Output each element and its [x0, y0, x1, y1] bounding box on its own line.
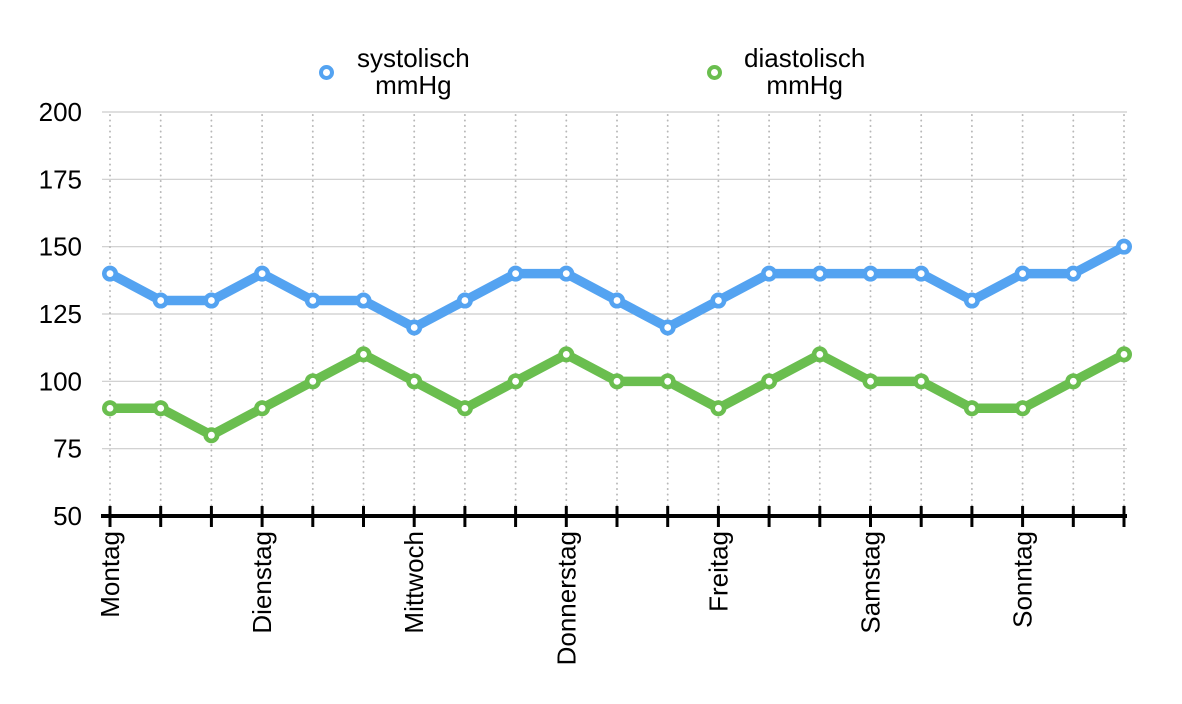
data-point-marker-hole: [765, 377, 773, 385]
x-tick-label: Freitag: [703, 531, 733, 612]
data-point-marker-hole: [664, 377, 672, 385]
legend-label-line1: diastolisch: [744, 43, 866, 73]
data-point-marker-hole: [1069, 270, 1077, 277]
data-point-marker-hole: [715, 297, 722, 304]
data-point-marker-hole: [968, 404, 976, 412]
data-point-marker-hole: [867, 270, 874, 277]
x-tick-label: Montag: [95, 531, 125, 618]
data-point-marker-hole: [106, 270, 114, 277]
data-point-marker-hole: [258, 270, 266, 277]
data-point-marker-hole: [917, 270, 925, 277]
x-tick-label: Mittwoch: [399, 531, 429, 634]
data-point-marker-hole: [360, 351, 367, 358]
data-point-marker-hole: [613, 297, 621, 304]
data-point-marker-hole: [461, 404, 469, 412]
y-tick-label: 50: [53, 501, 82, 531]
data-point-marker-hole: [562, 351, 570, 358]
y-tick-label: 100: [39, 366, 82, 396]
legend-label-line2: mmHg: [766, 70, 843, 100]
data-point-marker-hole: [512, 377, 519, 385]
data-point-marker-hole: [917, 377, 925, 385]
data-point-marker-hole: [613, 377, 621, 385]
x-tick-label: Dienstag: [247, 531, 277, 634]
data-point-marker-hole: [715, 404, 722, 412]
data-point-marker-hole: [208, 297, 215, 304]
x-tick-label: Sonntag: [1008, 531, 1038, 628]
data-point-marker-hole: [309, 377, 317, 385]
x-axis-labels: Montag Dienstag Mittwoch Donnerstag Freitag S…: [95, 531, 1038, 665]
y-tick-label: 75: [53, 434, 82, 464]
data-point-marker-hole: [816, 351, 824, 358]
data-point-marker-hole: [562, 270, 570, 277]
data-point-marker-hole: [258, 404, 266, 412]
vertical-gridlines: [109, 114, 1125, 512]
data-point-marker-hole: [157, 297, 165, 304]
systolisch-marker-icon: [319, 64, 334, 80]
x-axis: [101, 506, 1127, 527]
data-point-marker-hole: [461, 297, 469, 304]
legend-item-systolisch[interactable]: systolisch mmHg: [319, 45, 470, 99]
data-point-marker-hole: [309, 297, 317, 304]
data-point-marker-hole: [208, 431, 215, 439]
y-tick-label: 175: [39, 164, 82, 194]
data-point-marker-hole: [765, 270, 773, 277]
x-tick-label: Donnerstag: [551, 531, 581, 665]
y-tick-label: 125: [39, 299, 82, 329]
x-tick-label: Samstag: [856, 531, 886, 634]
data-point-marker-hole: [816, 270, 824, 277]
y-tick-label: 200: [39, 97, 82, 127]
legend-label-systolisch: systolisch mmHg: [357, 45, 470, 99]
data-point-marker-hole: [410, 377, 418, 385]
data-point-marker-hole: [157, 404, 165, 412]
horizontal-gridlines: [102, 111, 1127, 450]
data-point-marker-hole: [512, 270, 519, 277]
data-point-marker-hole: [360, 297, 367, 304]
data-point-marker-hole: [1120, 243, 1128, 251]
legend-item-diastolisch[interactable]: diastolisch mmHg: [707, 45, 865, 99]
data-point-marker-hole: [1019, 404, 1026, 412]
data-point-marker-hole: [664, 324, 672, 331]
series-diastolisch: [102, 346, 1132, 444]
y-axis-labels: 50 75 100 125 150 175 200: [39, 97, 82, 531]
data-point-marker-hole: [968, 297, 976, 304]
legend-label-line2: mmHg: [375, 70, 452, 100]
data-point-marker-hole: [410, 324, 418, 331]
diastolisch-marker-icon: [707, 64, 722, 80]
data-point-marker-hole: [1069, 377, 1077, 385]
data-point-marker-hole: [867, 377, 874, 385]
y-tick-label: 150: [39, 232, 82, 262]
legend-label-diastolisch: diastolisch mmHg: [744, 45, 865, 99]
data-point-marker-hole: [1019, 270, 1026, 277]
data-point-marker-hole: [106, 404, 114, 412]
series-systolisch: [102, 238, 1132, 336]
legend-label-line1: systolisch: [357, 43, 470, 73]
data-point-marker-hole: [1120, 351, 1128, 358]
